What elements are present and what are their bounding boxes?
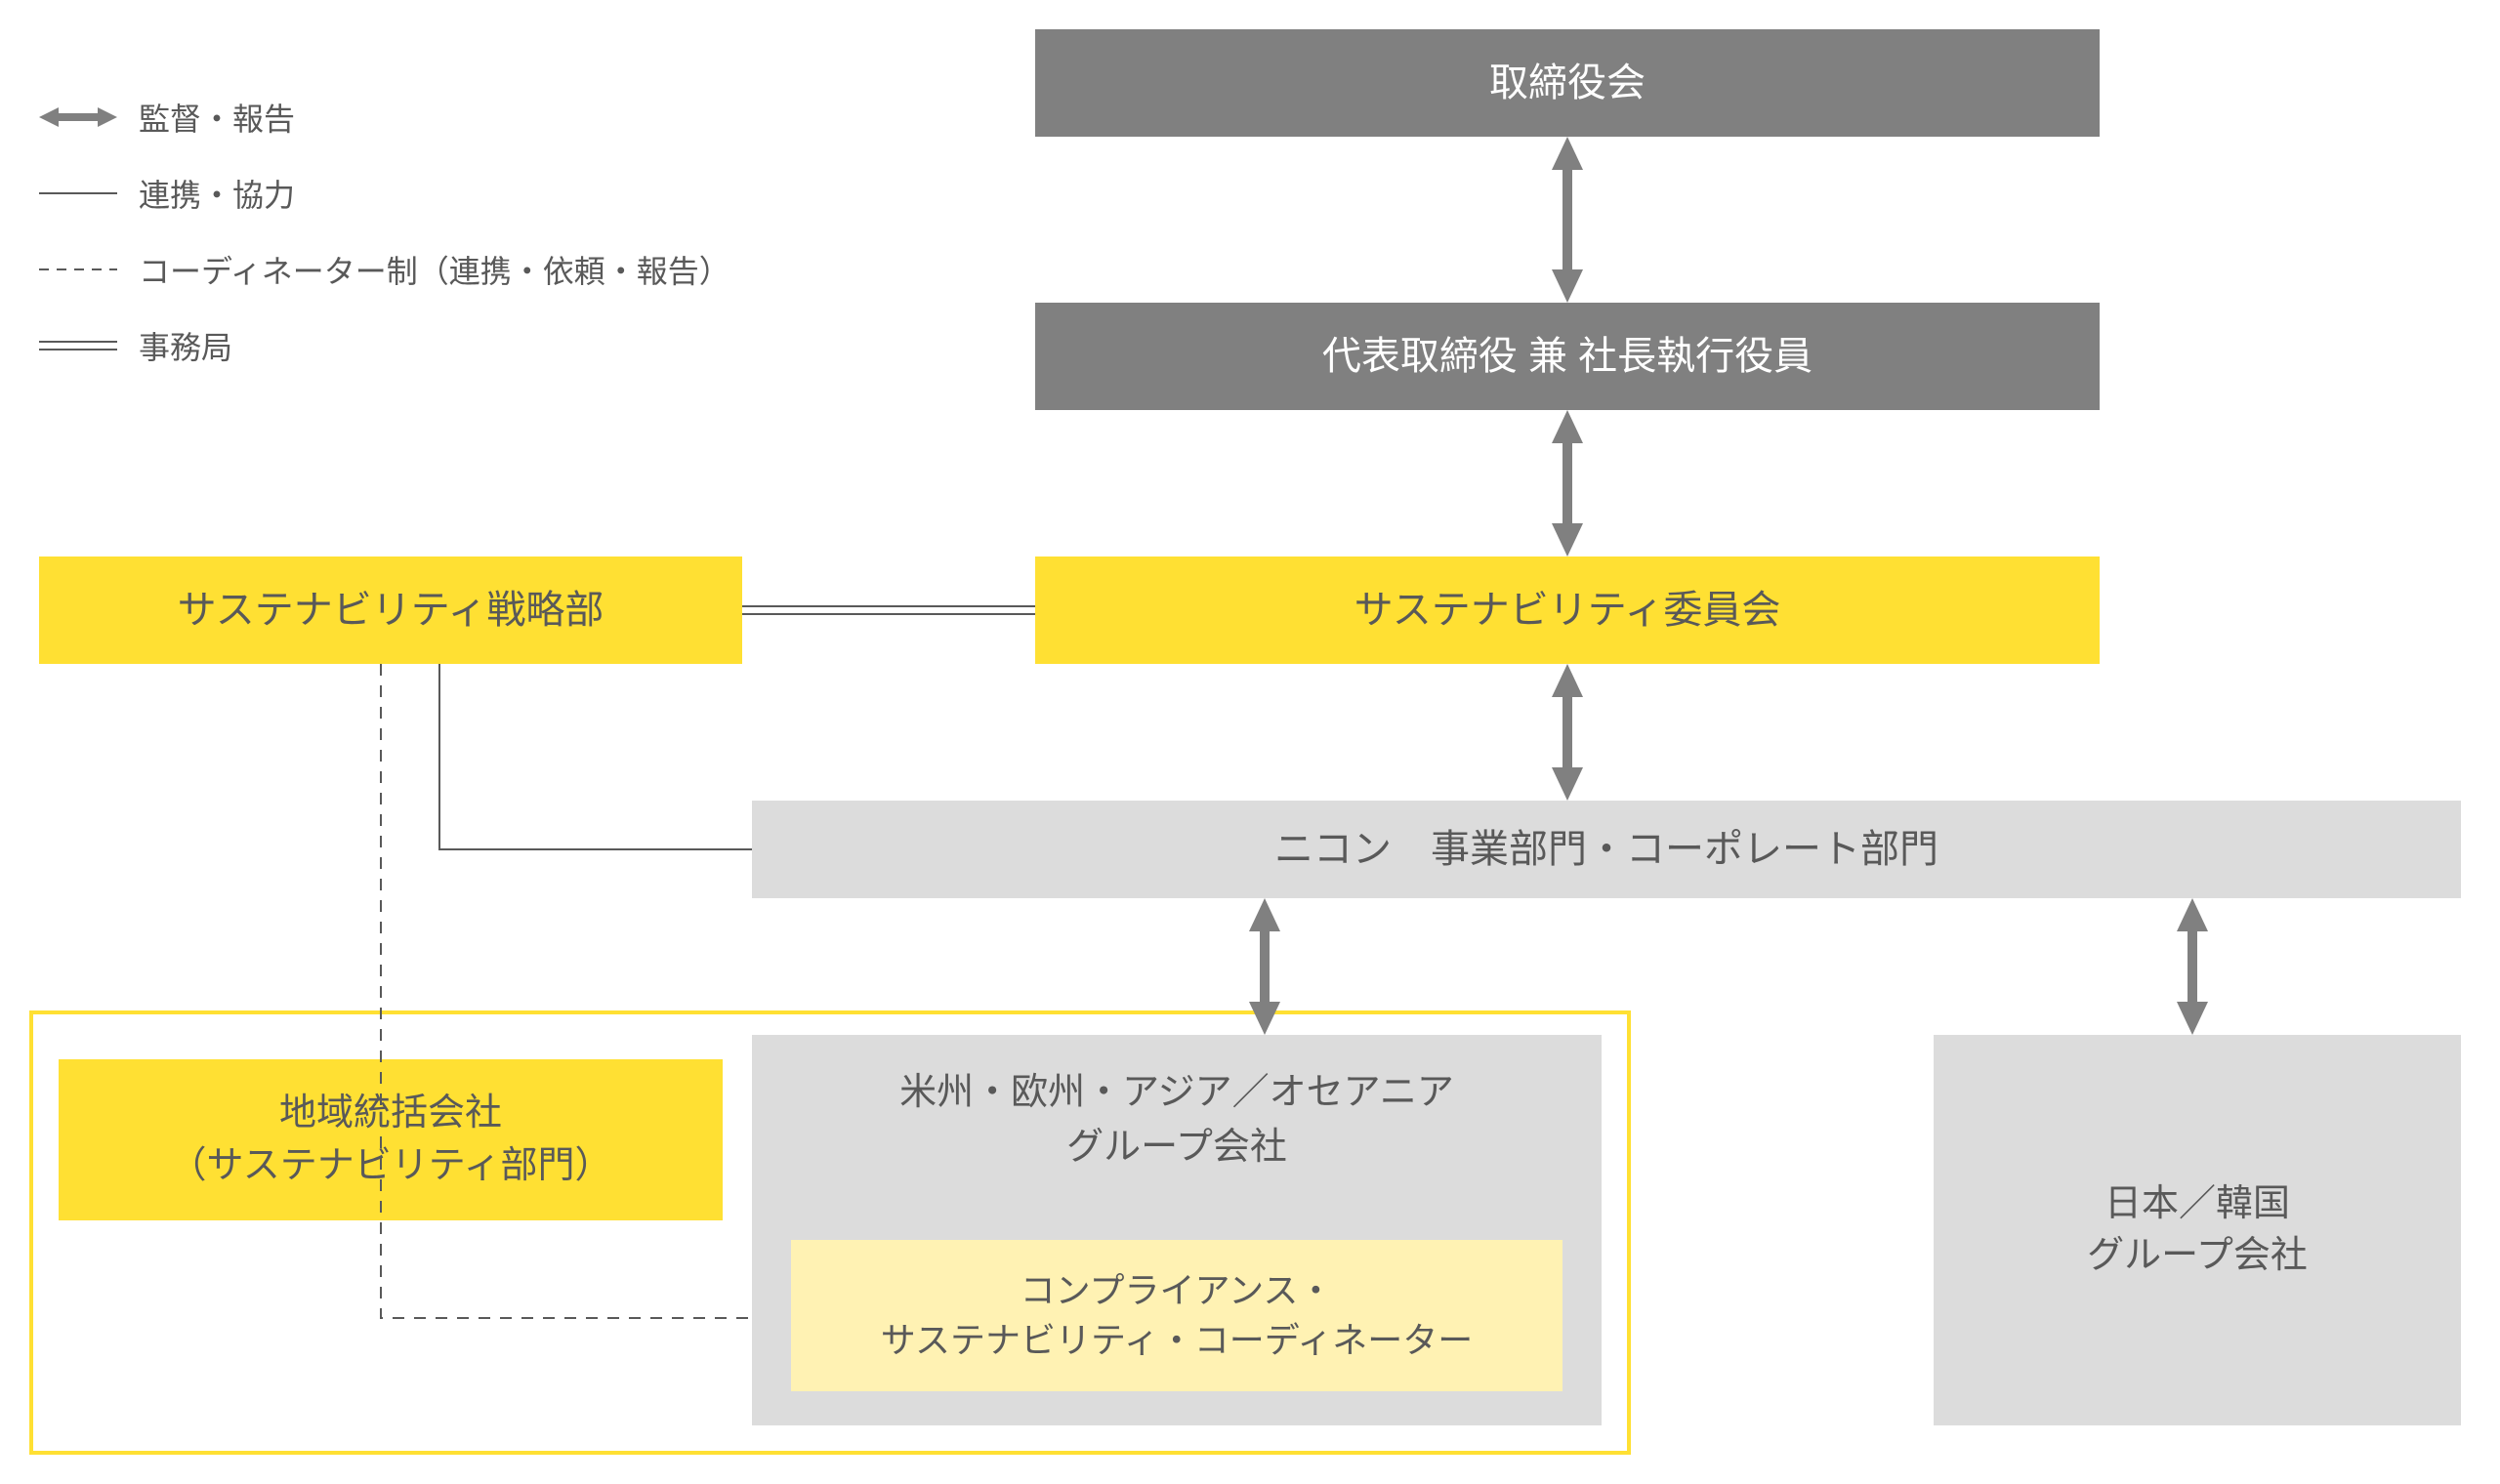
box-business-label: ニコン 事業部門・コーポレート部門	[1274, 822, 1938, 877]
legend-label-secretariat: 事務局	[139, 323, 232, 368]
business-to-japan-shaft	[2188, 929, 2197, 1004]
business-to-japan-head-down	[2177, 1002, 2208, 1035]
business-to-overseas-head-up	[1249, 898, 1280, 931]
box-sustainability-committee: サステナビリティ委員会	[1035, 556, 2100, 664]
box-strategy-label: サステナビリティ戦略部	[178, 583, 604, 638]
box-board-label: 取締役会	[1489, 56, 1646, 110]
box-overseas-label: 米州・欧州・アジア／オセアニアグループ会社	[899, 1072, 1454, 1168]
president-to-committee-head-up	[1552, 410, 1583, 443]
legend-item-supervise: 監督・報告	[39, 98, 295, 137]
business-to-overseas-head-down	[1249, 1002, 1280, 1035]
box-japan-korea-label: 日本／韓国グループ会社	[2087, 1178, 2308, 1282]
box-president: 代表取締役 兼 社長執行役員	[1035, 303, 2100, 410]
box-regional-hq: 地域統括会社（サステナビリティ部門）	[59, 1059, 723, 1220]
legend-icon-dashed-line	[39, 258, 117, 281]
box-board-of-directors: 取締役会	[1035, 29, 2100, 137]
diagram-stage: 監督・報告 連携・協力 コーディネーター制（連携・依頼・報告） 事務局 取締役会…	[0, 0, 2500, 1484]
box-japan-korea-group: 日本／韓国グループ会社	[1934, 1035, 2461, 1425]
legend-icon-double-line	[39, 334, 117, 357]
legend-item-cooperate: 連携・協力	[39, 174, 295, 213]
legend-icon-double-arrow	[39, 105, 117, 129]
legend-label-supervise: 監督・報告	[139, 95, 295, 140]
committee-to-business-head-up	[1552, 664, 1583, 697]
strategy-to-business	[439, 664, 752, 849]
box-compliance-coordinator: コンプライアンス・サステナビリティ・コーディネーター	[791, 1240, 1562, 1391]
legend-item-secretariat: 事務局	[39, 326, 232, 365]
board-to-president-head-up	[1552, 137, 1583, 170]
committee-to-business-head-down	[1552, 767, 1583, 801]
box-president-label: 代表取締役 兼 社長執行役員	[1322, 329, 1812, 384]
board-to-president-head-down	[1552, 269, 1583, 303]
legend-item-coordinator: コーディネーター制（連携・依頼・報告）	[39, 250, 730, 289]
business-to-japan-head-up	[2177, 898, 2208, 931]
legend-label-coordinator: コーディネーター制（連携・依頼・報告）	[139, 247, 730, 292]
president-to-committee-head-down	[1552, 523, 1583, 556]
committee-to-business-shaft	[1562, 695, 1572, 769]
president-to-committee-shaft	[1562, 441, 1572, 525]
box-nikon-business-corporate: ニコン 事業部門・コーポレート部門	[752, 801, 2461, 898]
box-sustainability-strategy-dept: サステナビリティ戦略部	[39, 556, 742, 664]
legend-icon-solid-line	[39, 182, 117, 205]
legend-label-cooperate: 連携・協力	[139, 171, 295, 216]
box-committee-label: サステナビリティ委員会	[1354, 583, 1781, 638]
board-to-president-shaft	[1562, 168, 1572, 271]
box-regional-label: 地域統括会社（サステナビリティ部門）	[170, 1088, 612, 1191]
box-coordinator-label: コンプライアンス・サステナビリティ・コーディネーター	[881, 1266, 1474, 1365]
business-to-overseas-shaft	[1260, 929, 1270, 1004]
